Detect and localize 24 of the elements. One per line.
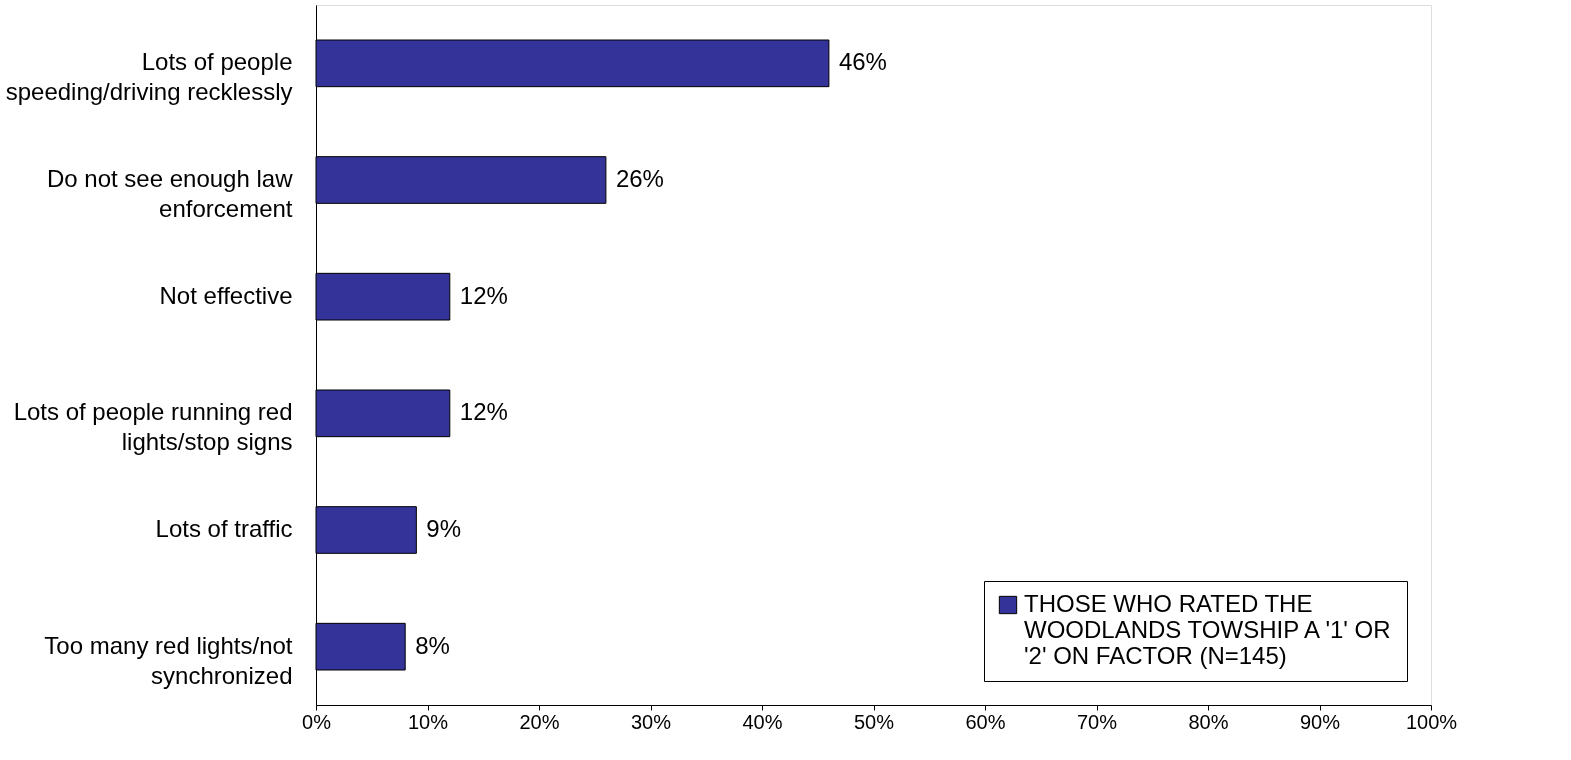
x-tick-label: 60% [965,710,1006,733]
data-label: 8% [415,631,450,659]
y-tick-label: Lots of people speeding/driving recklessly [5,48,293,106]
x-tick-label: 30% [630,710,672,733]
y-tick-label: Lots of people running red lights/stop signs [13,398,293,456]
y-tick-label: Lots of traffic [155,515,293,542]
x-tick-label: 0% [302,710,332,733]
x-tick-label: 50% [853,710,895,733]
y-tick-label: Do not see enough law enforcement [46,165,294,222]
y-tick-label: Too many red lights/not synchronized [44,631,293,689]
data-label: 12% [459,281,508,309]
x-tick-label: 70% [1076,710,1118,733]
data-label: 12% [459,398,508,426]
x-tick-label: 20% [519,710,560,733]
data-label: 9% [426,515,462,542]
x-tick-label: 40% [742,710,783,733]
data-label: 46% [838,48,887,76]
x-tick-label: 80% [1188,710,1229,733]
y-tick-label: Not effective [159,281,293,309]
data-label: 26% [615,165,664,192]
legend-label: THOSE WHO RATED THE WOODLANDS TOWSHIP A '1' OR '2' ON FACTOR (N=145) [1024,590,1391,669]
x-tick-label: 10% [407,710,449,733]
x-tick-label: 100% [1405,710,1458,733]
x-tick-label: 90% [1299,710,1341,733]
